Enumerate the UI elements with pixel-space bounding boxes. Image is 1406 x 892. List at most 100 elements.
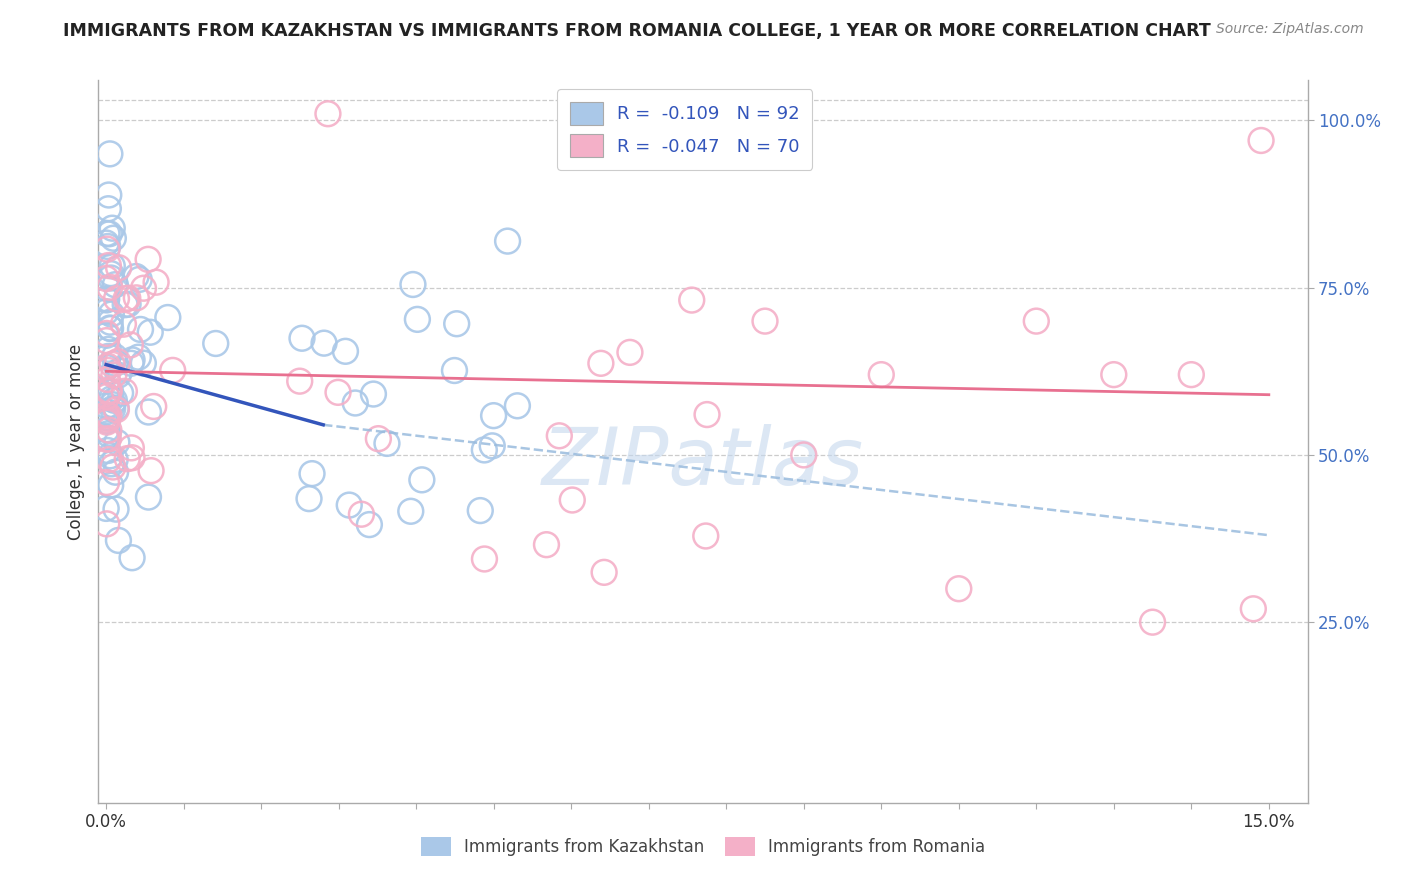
Point <box>103 350 125 364</box>
Point <box>107 260 129 275</box>
Point <box>536 538 558 552</box>
Point <box>96 413 118 427</box>
Point <box>482 409 505 423</box>
Point <box>145 275 167 289</box>
Point <box>870 368 893 382</box>
Point <box>156 310 179 325</box>
Point <box>98 321 121 335</box>
Point <box>125 291 148 305</box>
Legend: Immigrants from Kazakhstan, Immigrants from Romania: Immigrants from Kazakhstan, Immigrants f… <box>415 830 991 863</box>
Point <box>96 410 118 425</box>
Point <box>288 374 311 388</box>
Point <box>162 363 184 377</box>
Point <box>129 322 152 336</box>
Point <box>96 293 118 307</box>
Point <box>100 392 122 406</box>
Point <box>108 364 131 378</box>
Point <box>98 227 121 241</box>
Point <box>561 493 583 508</box>
Point <box>96 475 118 490</box>
Point <box>97 188 120 202</box>
Point <box>1142 615 1164 630</box>
Point <box>97 426 120 441</box>
Point <box>470 503 492 517</box>
Point <box>1241 602 1264 616</box>
Point <box>104 452 127 467</box>
Point <box>97 202 120 216</box>
Point <box>443 363 465 377</box>
Point <box>105 402 128 417</box>
Point <box>96 423 118 437</box>
Point <box>695 529 717 543</box>
Point <box>96 411 118 425</box>
Point <box>136 252 159 267</box>
Text: ZIPatlas: ZIPatlas <box>541 425 865 502</box>
Point <box>110 386 132 401</box>
Point <box>98 409 121 423</box>
Point <box>120 338 142 352</box>
Point <box>105 292 128 306</box>
Text: IMMIGRANTS FROM KAZAKHSTAN VS IMMIGRANTS FROM ROMANIA COLLEGE, 1 YEAR OR MORE CO: IMMIGRANTS FROM KAZAKHSTAN VS IMMIGRANTS… <box>63 22 1211 40</box>
Point <box>103 231 125 245</box>
Point <box>101 221 124 235</box>
Point <box>335 344 357 359</box>
Point <box>96 404 118 418</box>
Point <box>139 464 162 478</box>
Point <box>948 582 970 596</box>
Point <box>96 388 118 402</box>
Point <box>98 280 121 294</box>
Point <box>97 432 120 446</box>
Point <box>104 277 127 292</box>
Point <box>132 281 155 295</box>
Point <box>125 269 148 284</box>
Point <box>363 387 385 401</box>
Point <box>142 400 165 414</box>
Point <box>589 356 612 370</box>
Point <box>793 448 815 462</box>
Point <box>100 321 122 335</box>
Point <box>128 272 150 286</box>
Point <box>105 502 128 516</box>
Point <box>96 292 118 306</box>
Point <box>138 490 160 504</box>
Point <box>115 292 138 306</box>
Point <box>96 227 118 241</box>
Point <box>100 271 122 285</box>
Point <box>344 396 367 410</box>
Point <box>96 414 118 428</box>
Point <box>548 429 571 443</box>
Point <box>138 405 160 419</box>
Point <box>98 315 121 329</box>
Point <box>120 356 142 370</box>
Point <box>97 423 120 437</box>
Point <box>101 357 124 371</box>
Point <box>98 384 121 398</box>
Point <box>121 450 143 465</box>
Point <box>291 331 314 345</box>
Point <box>1102 368 1125 382</box>
Point <box>506 399 529 413</box>
Point <box>96 242 118 256</box>
Point <box>97 363 120 377</box>
Point <box>96 305 118 319</box>
Point <box>481 439 503 453</box>
Point <box>120 441 142 455</box>
Point <box>121 352 143 367</box>
Point <box>96 415 118 429</box>
Point <box>121 550 143 565</box>
Point <box>96 399 118 413</box>
Point <box>696 408 718 422</box>
Point <box>96 326 118 341</box>
Point <box>406 312 429 326</box>
Point <box>1180 368 1202 382</box>
Point <box>101 398 124 412</box>
Point <box>474 552 496 566</box>
Point <box>132 356 155 370</box>
Point <box>1250 134 1272 148</box>
Point <box>337 498 360 512</box>
Point <box>112 317 135 331</box>
Point <box>359 517 381 532</box>
Point <box>681 293 703 307</box>
Point <box>105 401 128 415</box>
Point <box>107 368 129 383</box>
